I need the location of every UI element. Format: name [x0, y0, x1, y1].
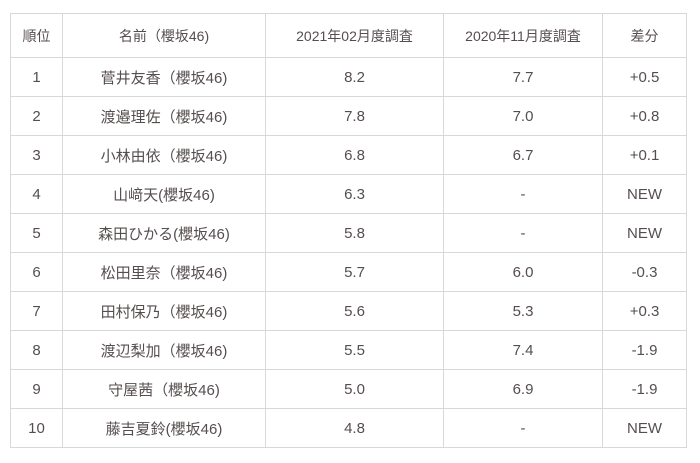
- table-row: 10 藤吉夏鈴(櫻坂46) 4.8- NEW: [10, 408, 687, 448]
- table-header: 順位 名前（櫻坂46) 2021年02月度調査 2020年11月度調査 差分: [10, 13, 687, 58]
- survey-feb-cell: 5.5: [265, 330, 444, 370]
- diff-cell: NEW: [602, 213, 687, 253]
- member-ranking-table: 順位 名前（櫻坂46) 2021年02月度調査 2020年11月度調査 差分 1…: [10, 13, 687, 448]
- survey-nov-cell: -: [443, 408, 603, 448]
- name-cell: 菅井友香（櫻坂46): [62, 57, 266, 97]
- header-row: 順位 名前（櫻坂46) 2021年02月度調査 2020年11月度調査 差分: [10, 13, 687, 58]
- survey-nov-cell: 7.7: [443, 57, 603, 97]
- survey-feb-cell: 6.8: [265, 135, 444, 175]
- rank-cell: 7: [10, 291, 63, 331]
- table-row: 2 渡邉理佐（櫻坂46) 7.8 7.0 +0.8: [10, 96, 687, 136]
- survey-nov-cell: 7.0: [443, 96, 603, 136]
- survey-feb-cell: 5.7: [265, 252, 444, 292]
- name-cell: 小林由依（櫻坂46): [62, 135, 266, 175]
- survey-feb-cell: 6.3: [265, 174, 444, 214]
- rank-cell: 9: [10, 369, 63, 409]
- rank-cell: 10: [10, 408, 63, 448]
- diff-cell: -0.3: [602, 252, 687, 292]
- survey-nov-cell: 6.7: [443, 135, 603, 175]
- name-column-header: 名前（櫻坂46): [62, 13, 266, 58]
- name-cell: 渡邉理佐（櫻坂46): [62, 96, 266, 136]
- diff-column-header: 差分: [602, 13, 687, 58]
- survey-feb-cell: 5.8: [265, 213, 444, 253]
- survey-feb-cell: 8.2: [265, 57, 444, 97]
- table-row: 7 田村保乃（櫻坂46) 5.6 5.3 +0.3: [10, 291, 687, 331]
- name-cell: 守屋茜（櫻坂46): [62, 369, 266, 409]
- rank-cell: 5: [10, 213, 63, 253]
- rank-cell: 4: [10, 174, 63, 214]
- diff-cell: NEW: [602, 174, 687, 214]
- name-cell: 渡辺梨加（櫻坂46): [62, 330, 266, 370]
- diff-cell: -1.9: [602, 330, 687, 370]
- rank-cell: 2: [10, 96, 63, 136]
- survey-nov-cell: 6.9: [443, 369, 603, 409]
- survey-nov-cell: -: [443, 174, 603, 214]
- diff-cell: -1.9: [602, 369, 687, 409]
- rank-cell: 1: [10, 57, 63, 97]
- table-row: 4 山﨑天(櫻坂46) 6.3- NEW: [10, 174, 687, 214]
- survey-feb-cell: 5.6: [265, 291, 444, 331]
- table-row: 8 渡辺梨加（櫻坂46) 5.5 7.4 -1.9: [10, 330, 687, 370]
- table-row: 1 菅井友香（櫻坂46) 8.2 7.7 +0.5: [10, 57, 687, 97]
- diff-cell: NEW: [602, 408, 687, 448]
- survey-feb-column-header: 2021年02月度調査: [265, 13, 444, 58]
- diff-cell: +0.3: [602, 291, 687, 331]
- table-row: 5 森田ひかる(櫻坂46) 5.8- NEW: [10, 213, 687, 253]
- survey-nov-cell: 5.3: [443, 291, 603, 331]
- survey-feb-cell: 4.8: [265, 408, 444, 448]
- survey-feb-cell: 7.8: [265, 96, 444, 136]
- table-row: 3 小林由依（櫻坂46) 6.8 6.7 +0.1: [10, 135, 687, 175]
- table-row: 6 松田里奈（櫻坂46) 5.7 6.0 -0.3: [10, 252, 687, 292]
- rank-cell: 6: [10, 252, 63, 292]
- diff-cell: +0.5: [602, 57, 687, 97]
- table-row: 9 守屋茜（櫻坂46) 5.0 6.9 -1.9: [10, 369, 687, 409]
- name-cell: 山﨑天(櫻坂46): [62, 174, 266, 214]
- name-cell: 藤吉夏鈴(櫻坂46): [62, 408, 266, 448]
- survey-nov-cell: -: [443, 213, 603, 253]
- table-body: 1 菅井友香（櫻坂46) 8.2 7.7 +0.5 2 渡邉理佐（櫻坂46) 7.8 7.0 +0…: [10, 57, 687, 448]
- diff-cell: +0.1: [602, 135, 687, 175]
- name-cell: 田村保乃（櫻坂46): [62, 291, 266, 331]
- survey-nov-column-header: 2020年11月度調査: [443, 13, 603, 58]
- diff-cell: +0.8: [602, 96, 687, 136]
- rank-column-header: 順位: [10, 13, 63, 58]
- survey-feb-cell: 5.0: [265, 369, 444, 409]
- rank-cell: 8: [10, 330, 63, 370]
- rank-cell: 3: [10, 135, 63, 175]
- name-cell: 森田ひかる(櫻坂46): [62, 213, 266, 253]
- survey-nov-cell: 6.0: [443, 252, 603, 292]
- survey-nov-cell: 7.4: [443, 330, 603, 370]
- name-cell: 松田里奈（櫻坂46): [62, 252, 266, 292]
